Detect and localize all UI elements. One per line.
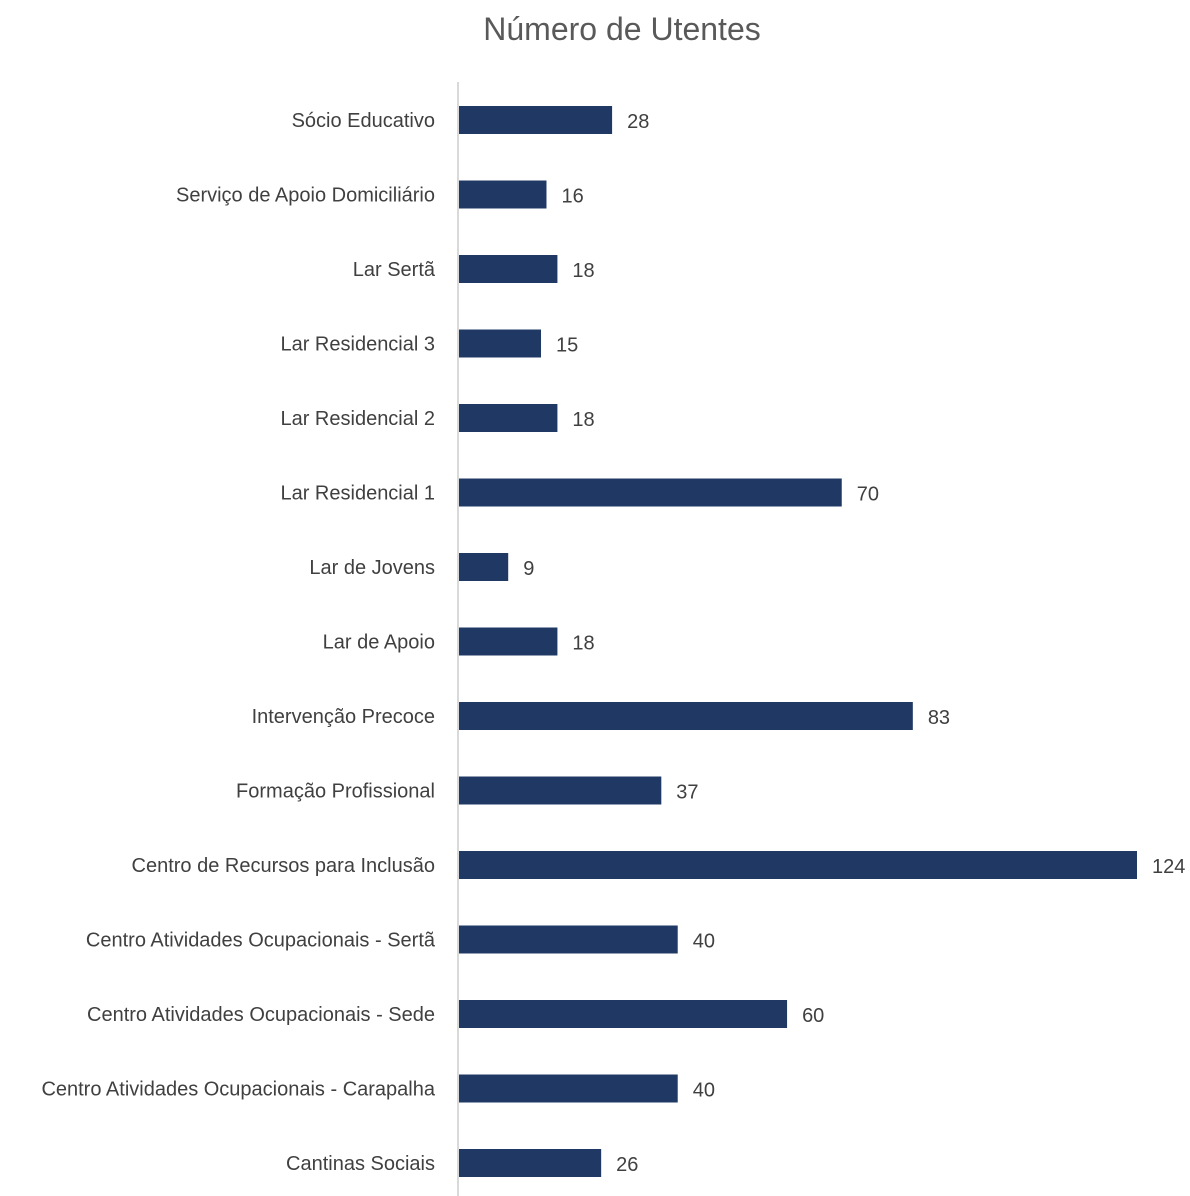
chart-title: Número de Utentes	[483, 11, 760, 47]
category-labels: Sócio Educativo Serviço de Apoio Domicili…	[41, 110, 435, 1175]
value-label: 124	[1152, 856, 1185, 878]
value-label: 83	[928, 707, 950, 729]
bar	[459, 776, 662, 805]
category-label: Lar Residencial 1	[280, 483, 435, 505]
category-label: Lar Residencial 2	[280, 408, 435, 430]
bar	[459, 851, 1137, 879]
category-label: Centro de Recursos para Inclusão	[132, 855, 436, 877]
category-label: Serviço de Apoio Domiciliário	[176, 185, 435, 207]
value-label: 9	[523, 558, 534, 580]
bar	[459, 478, 842, 507]
value-label: 16	[561, 186, 583, 208]
value-label: 60	[802, 1005, 824, 1027]
bar	[459, 329, 542, 358]
category-label: Centro Atividades Ocupacionais - Sede	[87, 1004, 435, 1026]
category-label: Cantinas Sociais	[286, 1153, 435, 1175]
value-label: 40	[693, 1080, 715, 1102]
bar	[459, 553, 509, 581]
bar	[459, 106, 613, 134]
value-label: 15	[556, 335, 578, 357]
category-label: Intervenção Precoce	[252, 706, 435, 728]
value-label: 18	[572, 633, 594, 655]
category-label: Centro Atividades Ocupacionais - Carapal…	[41, 1079, 435, 1101]
value-label: 70	[857, 484, 879, 506]
value-label: 26	[616, 1154, 638, 1176]
value-label: 18	[572, 409, 594, 431]
bar	[459, 404, 558, 432]
bar	[459, 702, 913, 730]
value-label: 40	[693, 931, 715, 953]
bar	[459, 627, 558, 656]
bar	[459, 255, 558, 283]
bars-group	[459, 106, 1137, 1177]
value-label: 28	[627, 111, 649, 133]
bar	[459, 925, 678, 954]
value-label: 18	[572, 260, 594, 282]
category-label: Sócio Educativo	[292, 110, 435, 132]
bar	[459, 1074, 678, 1103]
category-label: Lar Sertã	[353, 259, 436, 281]
category-label: Lar de Jovens	[309, 557, 435, 579]
category-label: Centro Atividades Ocupacionais - Sertã	[86, 930, 436, 952]
bar	[459, 1000, 788, 1028]
value-label: 37	[676, 782, 698, 804]
bar	[459, 1149, 602, 1177]
category-label: Formação Profissional	[236, 781, 435, 803]
category-label: Lar de Apoio	[323, 632, 435, 654]
value-labels: 28 16 18 15 18 70 9 18 83 37 124 40 60 40 26	[523, 111, 1185, 1176]
bar	[459, 180, 547, 209]
category-label: Lar Residencial 3	[280, 334, 435, 356]
